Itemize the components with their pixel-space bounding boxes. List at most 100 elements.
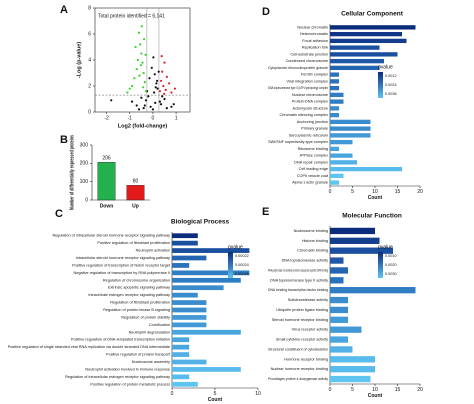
bar bbox=[330, 166, 402, 172]
point bbox=[135, 104, 138, 107]
category-label: Protein-DNA complex bbox=[292, 100, 328, 104]
category-label: Nucleosome binding bbox=[294, 229, 328, 233]
category-label: Positive regulation of protein metabolic… bbox=[90, 382, 170, 386]
category-label: Regulation of intracellular estrogen rec… bbox=[65, 375, 170, 379]
bar bbox=[172, 255, 207, 261]
bar bbox=[330, 146, 339, 152]
bar bbox=[330, 247, 393, 254]
x-tick-label: 10 bbox=[372, 387, 378, 393]
y-tick-label: 200 bbox=[80, 161, 89, 167]
bar bbox=[330, 38, 407, 44]
category-label: Nucleosome assembly bbox=[132, 360, 170, 364]
point bbox=[158, 90, 161, 93]
panel-label: E bbox=[262, 206, 269, 218]
bar bbox=[172, 344, 190, 350]
point bbox=[164, 88, 167, 91]
value-label: 206 bbox=[102, 156, 111, 162]
x-tick-label: -1 bbox=[128, 115, 133, 121]
bar bbox=[330, 237, 380, 244]
x-tick-label: 1 bbox=[175, 115, 178, 121]
panel-label: A bbox=[60, 4, 68, 16]
legend-tick-label: 0.0024 bbox=[385, 83, 397, 87]
bar bbox=[330, 31, 402, 37]
category-label: Positive regulation of fibroblast prolif… bbox=[97, 241, 170, 245]
point bbox=[155, 79, 159, 82]
point bbox=[136, 58, 139, 62]
point bbox=[156, 87, 159, 90]
bar bbox=[330, 173, 344, 179]
legend-tick-label: 0.0030 bbox=[385, 272, 397, 276]
category-label: Actomyosin structure bbox=[293, 106, 328, 110]
point bbox=[135, 68, 138, 71]
point bbox=[161, 70, 164, 73]
bar bbox=[172, 381, 198, 387]
point bbox=[126, 91, 129, 94]
bar bbox=[330, 180, 339, 185]
x-tick-label: 0 bbox=[171, 391, 174, 397]
colorbar bbox=[228, 252, 233, 278]
category-label: Cornification bbox=[149, 323, 170, 327]
category-label: Ribosome binding bbox=[298, 147, 328, 151]
category-label: Small cytokine receptor activity bbox=[276, 338, 328, 342]
category-label: Positive regulation of single stranded v… bbox=[8, 345, 170, 349]
x-tick-label: 5 bbox=[351, 387, 354, 393]
legend-tick-label: 0.00026 bbox=[235, 272, 249, 276]
point bbox=[140, 96, 143, 99]
colorbar bbox=[378, 72, 383, 98]
point bbox=[147, 95, 150, 98]
y-tick-label: 4 bbox=[88, 57, 91, 63]
point bbox=[154, 101, 157, 104]
bar bbox=[126, 185, 145, 201]
bar bbox=[330, 375, 371, 383]
x-tick-label: Up bbox=[132, 203, 139, 209]
category-label: Condensed chromosome bbox=[286, 59, 328, 63]
category-label: Neutrophil activation involved in immune… bbox=[85, 367, 170, 371]
point bbox=[168, 82, 171, 85]
bar bbox=[330, 119, 371, 125]
bar bbox=[172, 300, 207, 305]
point bbox=[157, 70, 160, 73]
category-label: Positive regulation of transcription of … bbox=[72, 263, 171, 267]
x-tick-label: 20 bbox=[417, 189, 423, 195]
point bbox=[159, 79, 163, 82]
x-tick-label: Down bbox=[100, 203, 114, 209]
y-tick-label: 0 bbox=[88, 109, 91, 115]
category-label: Cell-substrate junction bbox=[290, 52, 328, 56]
bar bbox=[330, 257, 344, 264]
chart-title: Biological Process bbox=[171, 219, 230, 226]
bar bbox=[172, 233, 198, 239]
legend-title: pvalue bbox=[228, 244, 243, 250]
bar bbox=[330, 126, 371, 131]
panel-label: C bbox=[55, 208, 63, 220]
bar bbox=[330, 326, 362, 333]
category-label: DNA repair complex bbox=[294, 160, 328, 164]
bar bbox=[330, 277, 344, 284]
point bbox=[143, 81, 146, 84]
category-label: Replication fork bbox=[302, 46, 328, 50]
bar bbox=[330, 287, 416, 294]
category-label: Chromatin silencing complex bbox=[279, 113, 328, 117]
bar bbox=[330, 92, 344, 98]
point bbox=[150, 66, 153, 69]
point bbox=[149, 105, 152, 108]
category-label: Regulation of fibroblast proliferation bbox=[110, 301, 170, 305]
panel-label: B bbox=[60, 134, 68, 146]
category-label: RNA polymerase II proximal promoter sequ… bbox=[268, 268, 328, 272]
y-axis-label: Number of differentially expressed prote… bbox=[69, 135, 75, 210]
category-label: Extrinsic apoptotic signaling pathway bbox=[108, 286, 170, 290]
point bbox=[144, 53, 147, 56]
point bbox=[140, 25, 143, 28]
bar bbox=[172, 277, 241, 283]
legend-tick-label: 0.00024 bbox=[235, 263, 249, 267]
category-label: SWI/SNF superfamily-type complex bbox=[268, 140, 328, 144]
category-label: Nuclear chromosome bbox=[292, 93, 328, 97]
bar bbox=[330, 227, 375, 235]
point bbox=[139, 43, 142, 46]
bar bbox=[172, 337, 190, 343]
x-tick-label: 0 bbox=[152, 115, 155, 121]
bar bbox=[172, 285, 224, 291]
category-label: Anchoring junction bbox=[297, 120, 328, 124]
category-label: Cell leading edge bbox=[299, 167, 328, 171]
category-label: Sarcoplasmic reticulum bbox=[289, 133, 328, 137]
